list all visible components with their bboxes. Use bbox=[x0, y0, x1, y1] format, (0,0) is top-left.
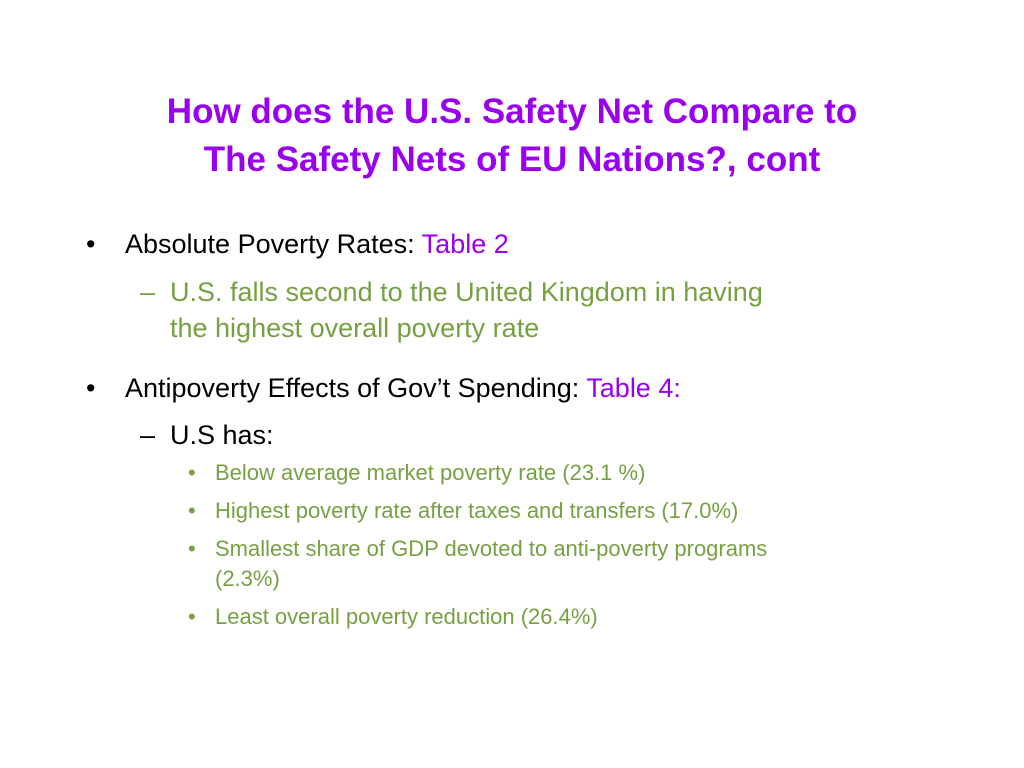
point-marker: • bbox=[188, 604, 196, 629]
dash-marker: – bbox=[140, 277, 156, 307]
sub-item-line-1: U.S. falls second to the United Kingdom … bbox=[170, 277, 763, 307]
dash-marker: – bbox=[140, 420, 156, 450]
bullet-absolute-poverty-rates: Absolute Poverty Rates: Table 2 bbox=[125, 227, 509, 261]
bullet-label: Antipoverty Effects of Gov’t Spending: bbox=[125, 373, 587, 403]
point-highest-poverty-rate: Highest poverty rate after taxes and tra… bbox=[215, 498, 739, 523]
sub-item-line-2: the highest overall poverty rate bbox=[170, 313, 540, 343]
bullet-antipoverty-effects: Antipoverty Effects of Gov’t Spending: T… bbox=[125, 371, 681, 405]
point-least-poverty-reduction: Least overall poverty reduction (26.4%) bbox=[215, 604, 598, 629]
title-line-2: The Safety Nets of EU Nations?, cont bbox=[203, 140, 821, 179]
sub-item-us-has: U.S has: bbox=[170, 420, 274, 450]
slide-title: How does the U.S. Safety Net Compare to … bbox=[60, 88, 964, 184]
point-marker: • bbox=[188, 536, 196, 561]
title-line-1: How does the U.S. Safety Net Compare to bbox=[166, 92, 858, 131]
point-marker: • bbox=[188, 498, 196, 523]
point-smallest-share-gdp: Smallest share of GDP devoted to anti-po… bbox=[215, 536, 768, 561]
bullet-marker: • bbox=[86, 229, 96, 259]
point-marker: • bbox=[188, 460, 196, 485]
bullet-label: Absolute Poverty Rates: bbox=[125, 229, 422, 259]
table-2-link[interactable]: Table 2 bbox=[421, 229, 509, 259]
table-4-link[interactable]: Table 4: bbox=[586, 373, 681, 403]
bullet-marker: • bbox=[86, 373, 96, 403]
point-smallest-share-gdp-continued: (2.3%) bbox=[215, 566, 280, 591]
point-market-poverty-rate: Below average market poverty rate (23.1 … bbox=[215, 460, 646, 485]
